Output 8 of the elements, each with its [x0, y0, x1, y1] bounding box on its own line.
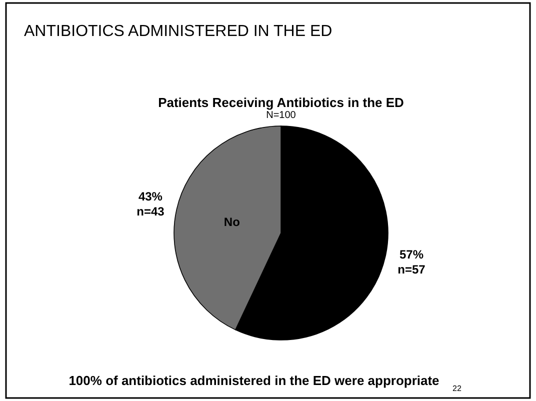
data-label: 43% n=43	[136, 189, 165, 218]
chart-subtitle: Patients Receiving Antibiotics in the ED	[158, 95, 404, 110]
data-label: 57% n=57	[398, 248, 426, 277]
text: 100% of antibiotics administered in the ED were appropriate	[68, 373, 440, 388]
slice-label: No	[224, 215, 240, 230]
chart-title: ANTIBIOTICS ADMINISTERED IN THE ED	[24, 23, 332, 40]
text: 22	[452, 384, 462, 393]
text: N=100	[266, 110, 296, 121]
